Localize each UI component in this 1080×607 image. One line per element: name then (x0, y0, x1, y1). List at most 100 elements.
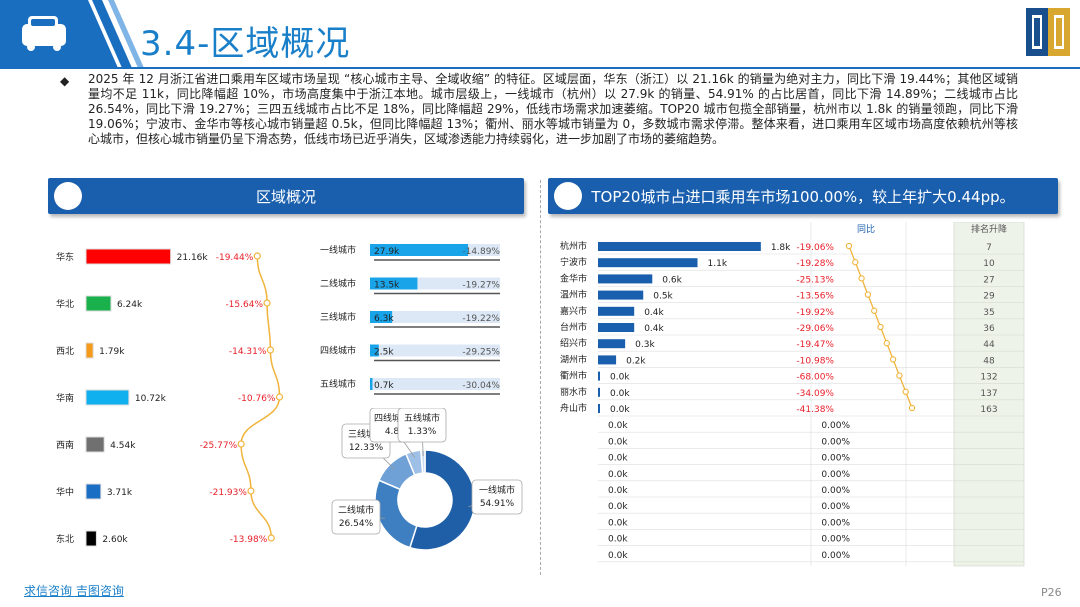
donut-slice (408, 449, 476, 551)
city-rank-change: 163 (980, 405, 997, 415)
tier-bar (370, 244, 469, 256)
city-yoy-label: -19.47% (796, 340, 834, 350)
right-panel-title-bar: TOP20城市占进口乘用车市场100.00%，较上年扩大0.44pp。 (548, 178, 1058, 214)
region-yoy-label: -19.44% (216, 253, 254, 263)
right-panel-title: TOP20城市占进口乘用车市场100.00%，较上年扩大0.44pp。 (591, 187, 1015, 206)
region-bar (85, 389, 130, 406)
region-yoy-point (247, 487, 255, 495)
city-rank-change: 137 (980, 389, 997, 399)
city-sales-label: 0.6k (662, 275, 682, 285)
city-yoy-label: -41.38% (796, 405, 834, 415)
city-sales-bar (598, 404, 600, 413)
city-yoy-label: 0.00% (821, 437, 850, 447)
tier-share-donut: 一线城市54.91%二线城市26.54%三线城市12.33%四线城市4.8五线城… (331, 408, 523, 551)
region-chart: 华东 21.16k -19.44% 华北 6.24k -15.64% 西北 1.79k -14.… (56, 248, 284, 547)
city-label: 台州市 (560, 321, 587, 333)
donut-value-label: 1.33% (408, 427, 437, 437)
city-sales-bar (598, 339, 626, 349)
tier-bar (370, 378, 373, 390)
city-sales-bar (598, 371, 600, 381)
city-label: 绍兴市 (560, 337, 587, 349)
footer-link[interactable]: 求信咨询 吉图咨询 (24, 584, 124, 598)
city-sales-label: 0.4k (644, 324, 664, 334)
city-sales-label: 0.0k (608, 486, 628, 496)
tier-track (370, 311, 500, 323)
region-bar (85, 530, 97, 547)
city-yoy-label: 0.00% (821, 502, 850, 512)
city-yoy-label: -19.06% (796, 243, 834, 253)
region-yoy-point (275, 393, 284, 401)
city-rank-change: 44 (983, 340, 995, 350)
city-sales-bar (598, 355, 617, 365)
tier-chart: 一线城市 27.9k -14.89% 二线城市 13.5k -19.27% 三线城市 6.3k… (320, 244, 500, 395)
left-panel-title: 区域概况 (255, 187, 316, 206)
city-rank-change: 35 (983, 308, 994, 318)
region-value-label: 3.71k (107, 488, 133, 498)
city-sales-label: 0.5k (653, 292, 673, 302)
city-yoy-point (845, 242, 853, 250)
city-rank-change: 132 (980, 373, 997, 383)
brand-logo (1026, 8, 1070, 56)
buildings-icon (554, 182, 582, 210)
region-value-label: 6.24k (117, 300, 143, 310)
city-yoy-point (908, 404, 916, 412)
city-rank-change: 10 (983, 259, 995, 269)
city-sales-label: 0.0k (608, 535, 628, 545)
city-label: 温州市 (560, 289, 587, 301)
city-yoy-point (889, 356, 897, 363)
city-sales-label: 0.0k (610, 405, 630, 415)
city-label: 衢州市 (560, 370, 587, 382)
city-label: 杭州市 (560, 240, 587, 252)
region-yoy-point (263, 299, 271, 307)
city-yoy-label: 0.00% (821, 486, 850, 496)
city-sales-bar (598, 242, 761, 251)
city-label: 宁波市 (560, 256, 587, 268)
donut-category-label: 一线城市 (479, 484, 515, 496)
city-sales-label: 0.0k (608, 421, 628, 431)
region-value-label: 10.72k (135, 394, 167, 404)
city-yoy-point (877, 323, 884, 331)
tier-yoy-label: -14.89% (462, 247, 500, 257)
region-value-label: 4.54k (110, 441, 136, 451)
city-rank-change: 48 (983, 356, 995, 366)
region-bar (85, 342, 94, 359)
donut-value-label: 54.91% (480, 499, 515, 509)
city-rank-change: 29 (983, 292, 995, 302)
region-value-label: 2.60k (102, 535, 128, 545)
tier-value-label: 0.7k (374, 381, 394, 391)
city-sales-label: 0.0k (610, 389, 630, 399)
city-sales-label: 0.0k (608, 502, 628, 512)
tier-yoy-label: -19.27% (462, 281, 500, 291)
tier-track (370, 344, 500, 357)
city-sales-bar (598, 323, 635, 332)
rank-column-bg (953, 222, 1025, 567)
city-yoy-point (902, 388, 909, 395)
city-yoy-label: -10.98% (796, 356, 834, 366)
tier-bar (370, 277, 418, 290)
region-label: 西南 (56, 439, 74, 451)
city-label: 湖州市 (560, 353, 587, 365)
city-yoy-label: -13.56% (796, 292, 834, 302)
tier-track (370, 378, 500, 390)
donut-category-label: 五线城市 (404, 412, 440, 424)
donut-slice (420, 449, 426, 474)
region-bar (85, 295, 112, 312)
city-label: 舟山市 (560, 402, 587, 414)
bullet-icon: ◆ (60, 74, 70, 88)
region-yoy-label: -14.31% (229, 347, 267, 357)
region-label: 华南 (56, 392, 74, 404)
city-yoy-point (883, 340, 890, 347)
tier-label: 二线城市 (320, 278, 356, 290)
region-yoy-point (237, 440, 245, 448)
donut-slice (374, 479, 418, 549)
city-yoy-label: 0.00% (821, 551, 850, 561)
summary-text: 2025 年 12 月浙江省进口乘用车区域市场呈现 “核心城市主导、全域收缩” … (88, 72, 1018, 146)
page-title: 3.4-区域概况 (140, 24, 351, 64)
region-yoy-label: -21.93% (209, 488, 247, 498)
city-sales-label: 0.0k (608, 518, 628, 528)
region-label: 西北 (56, 346, 74, 357)
city-yoy-label: 0.00% (821, 535, 850, 545)
donut-value-label: 26.54% (339, 519, 374, 529)
region-bar (85, 436, 105, 453)
